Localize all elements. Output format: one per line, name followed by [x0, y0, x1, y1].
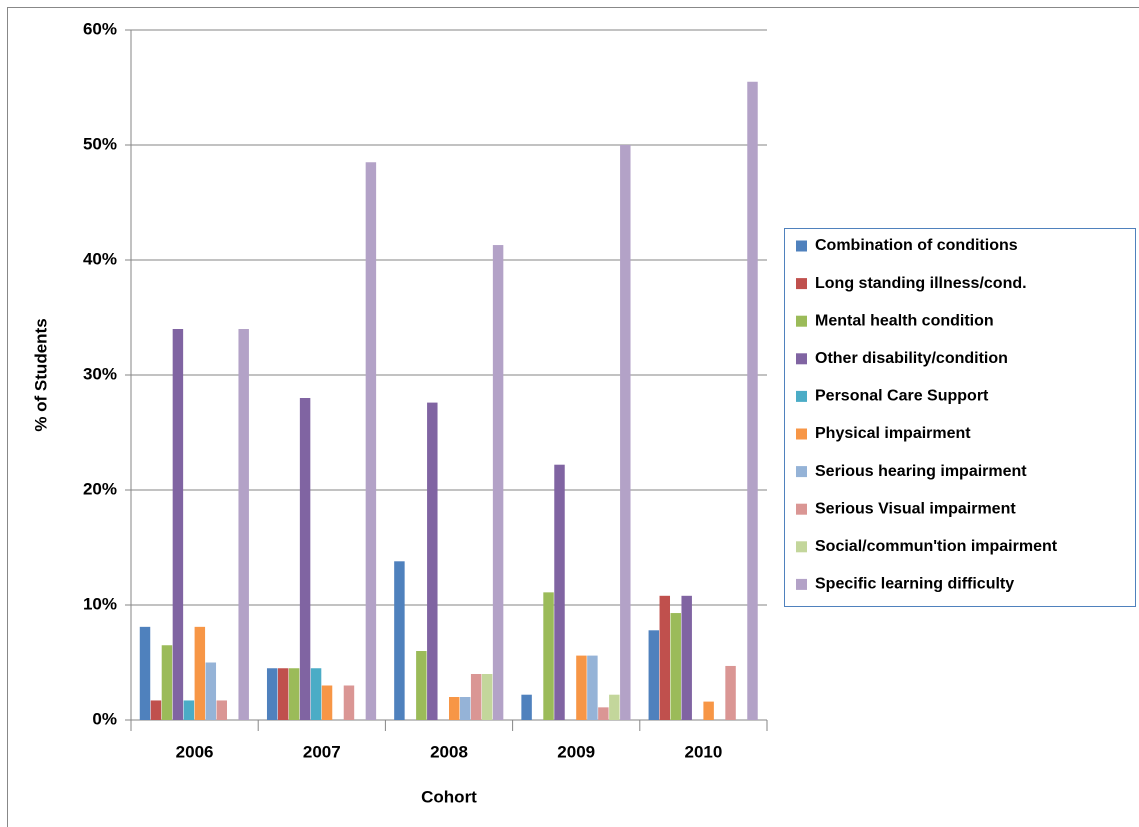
legend-label: Combination of conditions: [815, 237, 1018, 254]
bar: [343, 685, 355, 720]
bar: [205, 662, 217, 720]
bar: [150, 700, 162, 720]
y-tick-label: 20%: [83, 479, 117, 498]
bar: [266, 668, 278, 720]
legend-label: Serious hearing impairment: [815, 463, 1027, 480]
bar: [670, 613, 681, 720]
bar: [470, 674, 482, 720]
bar: [703, 701, 714, 720]
bar: [321, 685, 333, 720]
x-tick-label: 2009: [557, 742, 595, 761]
bar: [299, 398, 311, 720]
legend-swatch: [796, 240, 807, 252]
bar: [598, 707, 609, 720]
bar: [394, 561, 405, 720]
legend-swatch: [796, 353, 807, 365]
bar: [310, 668, 322, 720]
y-axis-title: % of Students: [31, 318, 50, 431]
legend-label: Specific learning difficulty: [815, 576, 1014, 593]
bar: [620, 145, 631, 720]
bar: [609, 694, 620, 720]
y-tick-label: 50%: [83, 134, 117, 153]
bar: [365, 162, 377, 720]
x-axis-title: Cohort: [421, 787, 477, 806]
bar: [194, 626, 206, 720]
bar: [277, 668, 289, 720]
bar: [576, 655, 587, 720]
legend-swatch: [796, 315, 807, 327]
bar: [725, 665, 736, 720]
legend-swatch: [796, 503, 807, 515]
legend-label: Serious Visual impairment: [815, 500, 1016, 517]
bar: [681, 595, 692, 720]
bar: [183, 700, 195, 720]
x-tick-label: 2008: [430, 742, 468, 761]
x-tick-label: 2010: [684, 742, 722, 761]
bar: [216, 700, 227, 720]
bar: [427, 402, 438, 720]
bar: [481, 674, 493, 720]
legend-swatch: [796, 278, 807, 290]
y-tick-label: 10%: [83, 594, 117, 613]
legend-label: Personal Care Support: [815, 388, 989, 405]
bar: [161, 645, 173, 720]
bar: [449, 697, 460, 720]
legend-swatch: [796, 578, 807, 590]
bar: [416, 651, 427, 720]
bar: [587, 655, 598, 720]
bar: [459, 697, 471, 720]
bar: [288, 668, 300, 720]
bar: [747, 81, 758, 720]
legend-label: Long standing illness/cond.: [815, 275, 1027, 292]
legend: [784, 228, 1136, 607]
bar: [172, 329, 184, 720]
bar: [492, 245, 504, 721]
y-tick-label: 40%: [83, 249, 117, 268]
bar: [648, 630, 660, 720]
legend-label: Other disability/condition: [815, 350, 1008, 367]
x-tick-label: 2007: [303, 742, 341, 761]
bar: [543, 592, 554, 720]
legend-label: Mental health condition: [815, 312, 994, 329]
legend-swatch: [796, 428, 807, 440]
legend-label: Physical impairment: [815, 425, 971, 442]
bar: [554, 464, 565, 720]
bar: [521, 694, 532, 720]
y-tick-label: 60%: [83, 19, 117, 38]
legend-swatch: [796, 466, 807, 478]
legend-label: Social/commun'tion impairment: [815, 538, 1058, 555]
bar: [659, 595, 671, 720]
bar: [238, 329, 249, 720]
y-tick-label: 30%: [83, 364, 117, 383]
x-tick-label: 2006: [176, 742, 214, 761]
legend-swatch: [796, 541, 807, 553]
bar: [139, 626, 151, 720]
y-tick-label: 0%: [92, 709, 117, 728]
legend-swatch: [796, 390, 807, 402]
